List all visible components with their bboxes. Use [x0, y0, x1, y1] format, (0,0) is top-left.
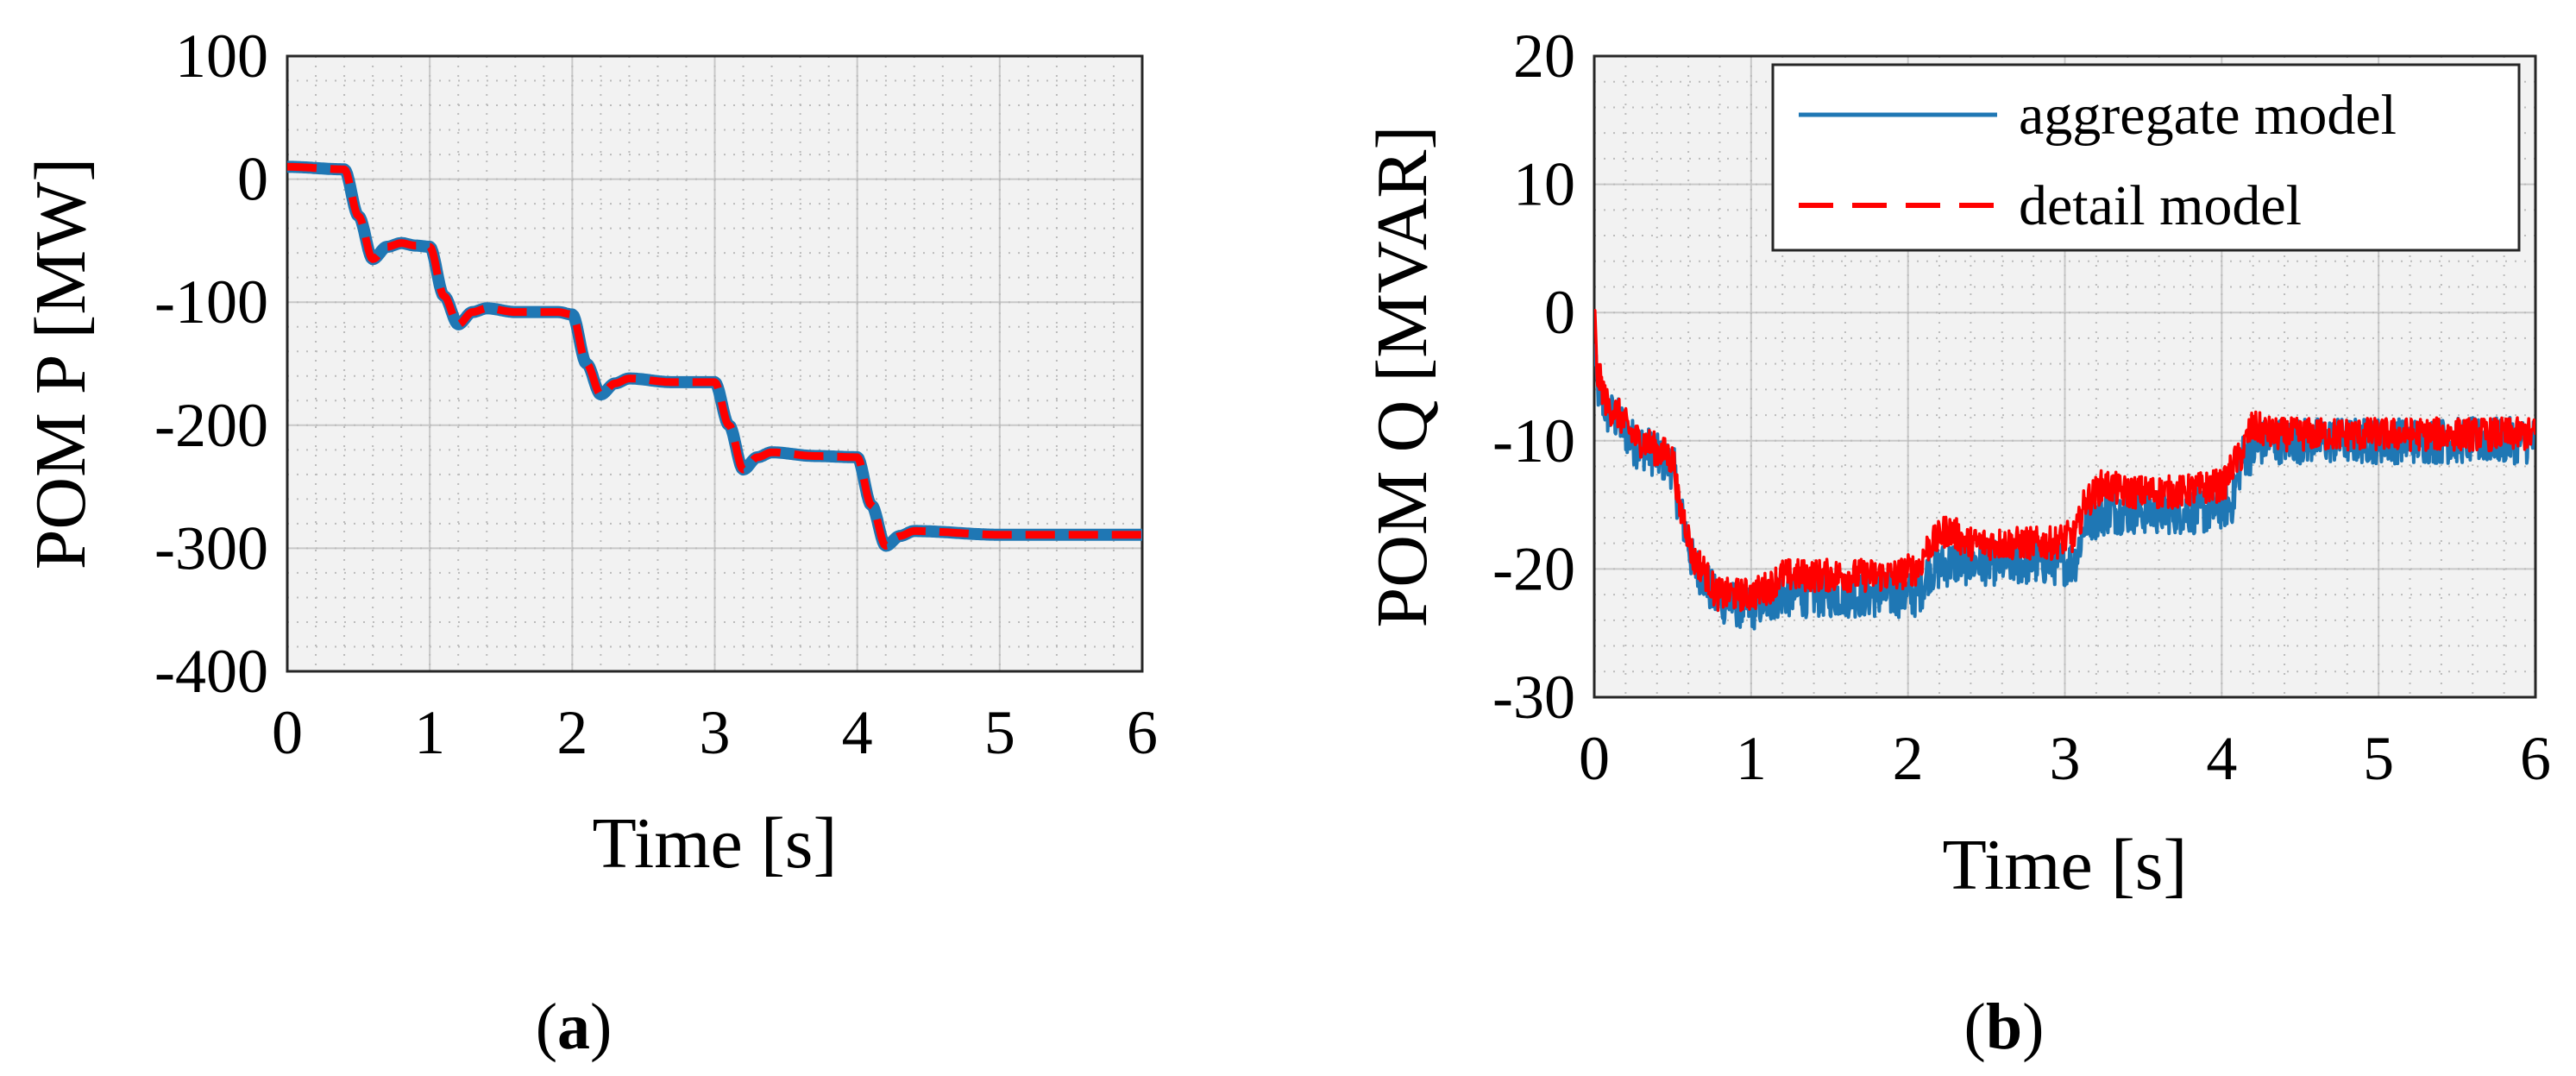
x-tick-label: 4 [842, 698, 873, 767]
legend-label: detail model [2019, 174, 2302, 237]
panel-caption: (b) [1964, 991, 2045, 1063]
y-tick-label: -200 [154, 391, 268, 460]
y-tick-label: 100 [175, 22, 268, 91]
x-tick-label: 1 [1736, 724, 1767, 793]
y-tick-label: 0 [237, 145, 268, 214]
y-tick-label: -30 [1492, 663, 1575, 732]
y-tick-label: -400 [154, 637, 268, 706]
chart-panel-a: 0 1 2 3 4 5 6 100 0 -100 -200 -300 -400 Time [s] POM P… [21, 22, 1158, 1063]
x-tick-label: 0 [1579, 724, 1610, 793]
x-axis-label: Time [s] [1943, 825, 2188, 905]
axes-box [1593, 54, 2537, 699]
x-tick-label: 2 [556, 698, 587, 767]
series-line-detail-model [1594, 309, 2535, 613]
y-tick-label: 10 [1513, 150, 1575, 219]
caption-letter: b [1986, 991, 2022, 1063]
y-axis-label: POM Q [MVAR] [1362, 126, 1442, 628]
y-tick-label: -10 [1492, 406, 1575, 475]
caption-paren-open: ( [1964, 991, 1986, 1063]
x-tick-label: 0 [272, 698, 303, 767]
caption-paren-open: ( [536, 991, 557, 1063]
series-line-series-1 [287, 162, 1142, 550]
y-tick-label: -20 [1492, 534, 1575, 603]
legend-box [1771, 63, 2521, 252]
legend-label: aggregate model [2019, 84, 2397, 147]
legend: aggregate model detail model [1771, 63, 2521, 252]
x-tick-label: 6 [2520, 724, 2551, 793]
panel-caption: (a) [536, 991, 613, 1063]
caption-letter: a [557, 991, 590, 1063]
x-tick-label: 3 [2050, 724, 2081, 793]
caption-paren-close: ) [2022, 991, 2044, 1063]
y-tick-label: 0 [1544, 278, 1575, 347]
y-tick-label: 20 [1513, 22, 1575, 91]
x-tick-label: 5 [2363, 724, 2394, 793]
x-tick-label: 1 [414, 698, 445, 767]
x-axis-label: Time [s] [593, 803, 838, 884]
x-tick-label: 5 [984, 698, 1015, 767]
x-tick-label: 2 [1893, 724, 1924, 793]
caption-paren-close: ) [590, 991, 612, 1063]
x-tick-label: 4 [2206, 724, 2237, 793]
chart-panel-b: 0 1 2 3 4 5 6 20 10 0 -10 -20 -30 Time [s] POM Q [MVAR… [1362, 22, 2551, 1063]
x-tick-label: 3 [700, 698, 731, 767]
y-tick-label: -100 [154, 267, 268, 337]
y-axis-label: POM P [MW] [21, 158, 101, 570]
axes-box [286, 54, 1144, 673]
y-tick-label: -300 [154, 513, 268, 582]
x-tick-label: 6 [1127, 698, 1158, 767]
